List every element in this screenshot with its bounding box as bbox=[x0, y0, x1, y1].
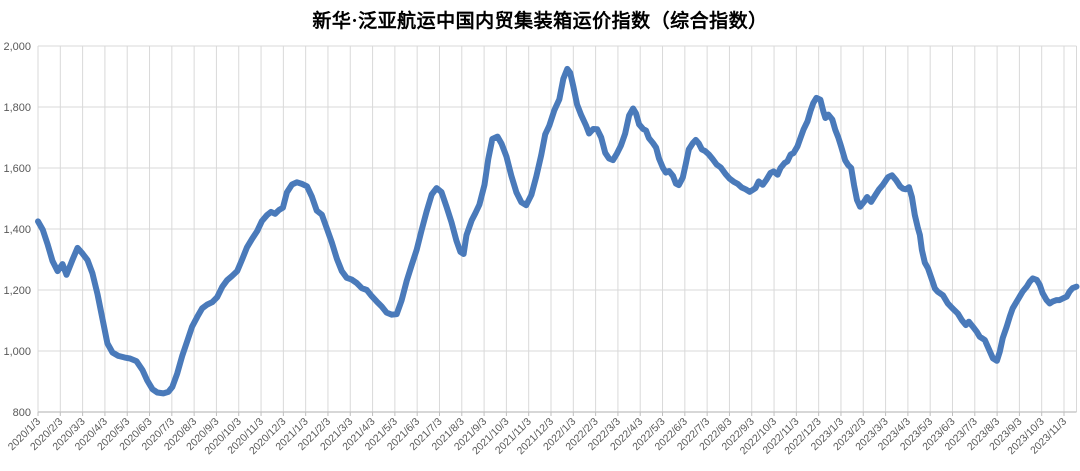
y-axis-labels: 800 1,000 1,200 1,400 1,600 1,800 2,000 bbox=[3, 41, 31, 419]
axes bbox=[37, 411, 1077, 416]
x-axis-labels: 2020/1/32020/2/32020/3/32020/4/32020/5/3… bbox=[6, 416, 1070, 458]
chart-title: 新华·泛亚航运中国内贸集装箱运价指数（综合指数） bbox=[312, 11, 768, 32]
y-tick-label: 2,000 bbox=[3, 41, 31, 53]
y-tick-label: 1,400 bbox=[3, 224, 31, 236]
y-tick-label: 1,000 bbox=[3, 346, 31, 358]
y-tick-label: 800 bbox=[13, 407, 31, 419]
gridlines bbox=[37, 45, 1077, 412]
series-line bbox=[35, 65, 1080, 397]
y-tick-label: 1,600 bbox=[3, 163, 31, 175]
y-tick-label: 1,200 bbox=[3, 285, 31, 297]
y-tick-label: 1,800 bbox=[3, 102, 31, 114]
